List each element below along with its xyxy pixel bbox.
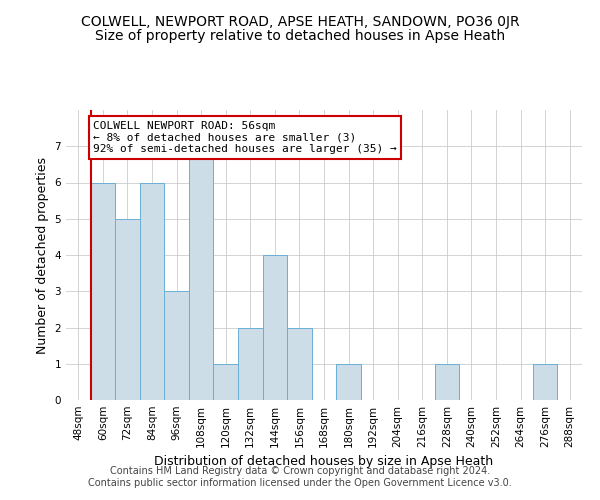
Text: Contains HM Land Registry data © Crown copyright and database right 2024.: Contains HM Land Registry data © Crown c… <box>110 466 490 476</box>
Bar <box>189 146 214 400</box>
Bar <box>115 219 140 400</box>
Bar <box>238 328 263 400</box>
Bar <box>336 364 361 400</box>
Text: COLWELL, NEWPORT ROAD, APSE HEATH, SANDOWN, PO36 0JR: COLWELL, NEWPORT ROAD, APSE HEATH, SANDO… <box>80 15 520 29</box>
Bar <box>214 364 238 400</box>
Bar <box>263 255 287 400</box>
Text: COLWELL NEWPORT ROAD: 56sqm
← 8% of detached houses are smaller (3)
92% of semi-: COLWELL NEWPORT ROAD: 56sqm ← 8% of deta… <box>93 121 397 154</box>
Bar <box>434 364 459 400</box>
Y-axis label: Number of detached properties: Number of detached properties <box>36 156 49 354</box>
Text: Size of property relative to detached houses in Apse Heath: Size of property relative to detached ho… <box>95 29 505 43</box>
Bar <box>533 364 557 400</box>
Bar <box>164 291 189 400</box>
Text: Contains public sector information licensed under the Open Government Licence v3: Contains public sector information licen… <box>88 478 512 488</box>
Bar <box>287 328 312 400</box>
Bar <box>91 182 115 400</box>
Bar <box>140 182 164 400</box>
X-axis label: Distribution of detached houses by size in Apse Heath: Distribution of detached houses by size … <box>154 456 494 468</box>
